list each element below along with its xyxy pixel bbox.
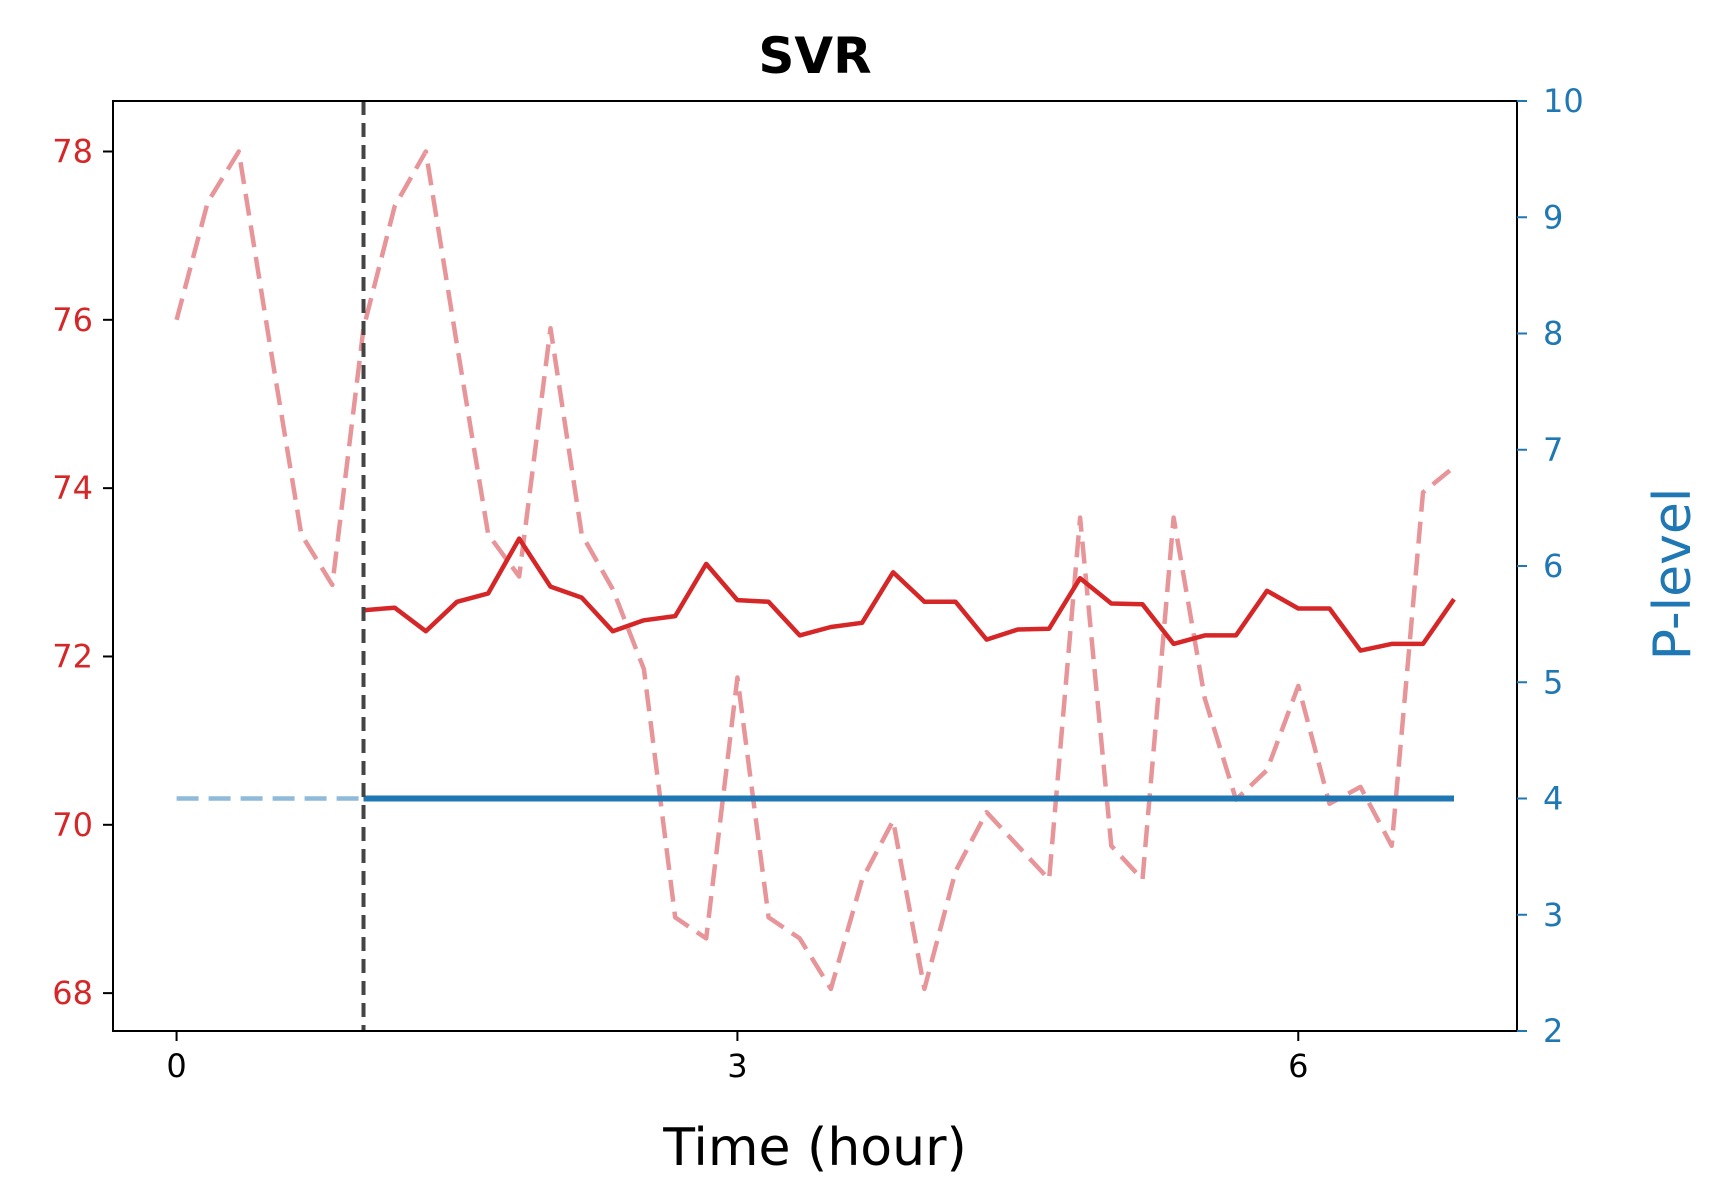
chart-title: SVR (758, 27, 871, 85)
series-layer (174, 101, 1456, 1031)
x-tick-label: 0 (166, 1047, 186, 1085)
right-y-tick-label: 9 (1543, 198, 1563, 236)
left-y-tick-label: 78 (52, 132, 93, 170)
right-y-tick-label: 6 (1543, 547, 1563, 585)
left-y-tick-label: 68 (52, 974, 93, 1012)
series-line-2 (363, 536, 1456, 653)
right-y-tick-label: 7 (1543, 431, 1563, 469)
right-y-tick-label: 5 (1543, 663, 1563, 701)
left-y-tick-label: 74 (52, 469, 93, 507)
right-y-tick-label: 10 (1543, 82, 1584, 120)
left-y-tick-label: 72 (52, 637, 93, 675)
right-y-tick-label: 3 (1543, 896, 1563, 934)
right-y-tick-label: 2 (1543, 1012, 1563, 1050)
x-tick-label: 6 (1288, 1047, 1308, 1085)
left-y-tick-label: 76 (52, 301, 93, 339)
x-tick-label: 3 (727, 1047, 747, 1085)
right-y-tick-label: 4 (1543, 780, 1563, 818)
plot-frame (112, 100, 1518, 1032)
x-axis-label: Time (hour) (662, 1118, 966, 1178)
left-y-tick-label: 70 (52, 806, 93, 844)
series-line-1 (174, 149, 1456, 992)
right-y-tick-label: 8 (1543, 315, 1563, 353)
right-axis-label: P-level (1643, 488, 1703, 661)
